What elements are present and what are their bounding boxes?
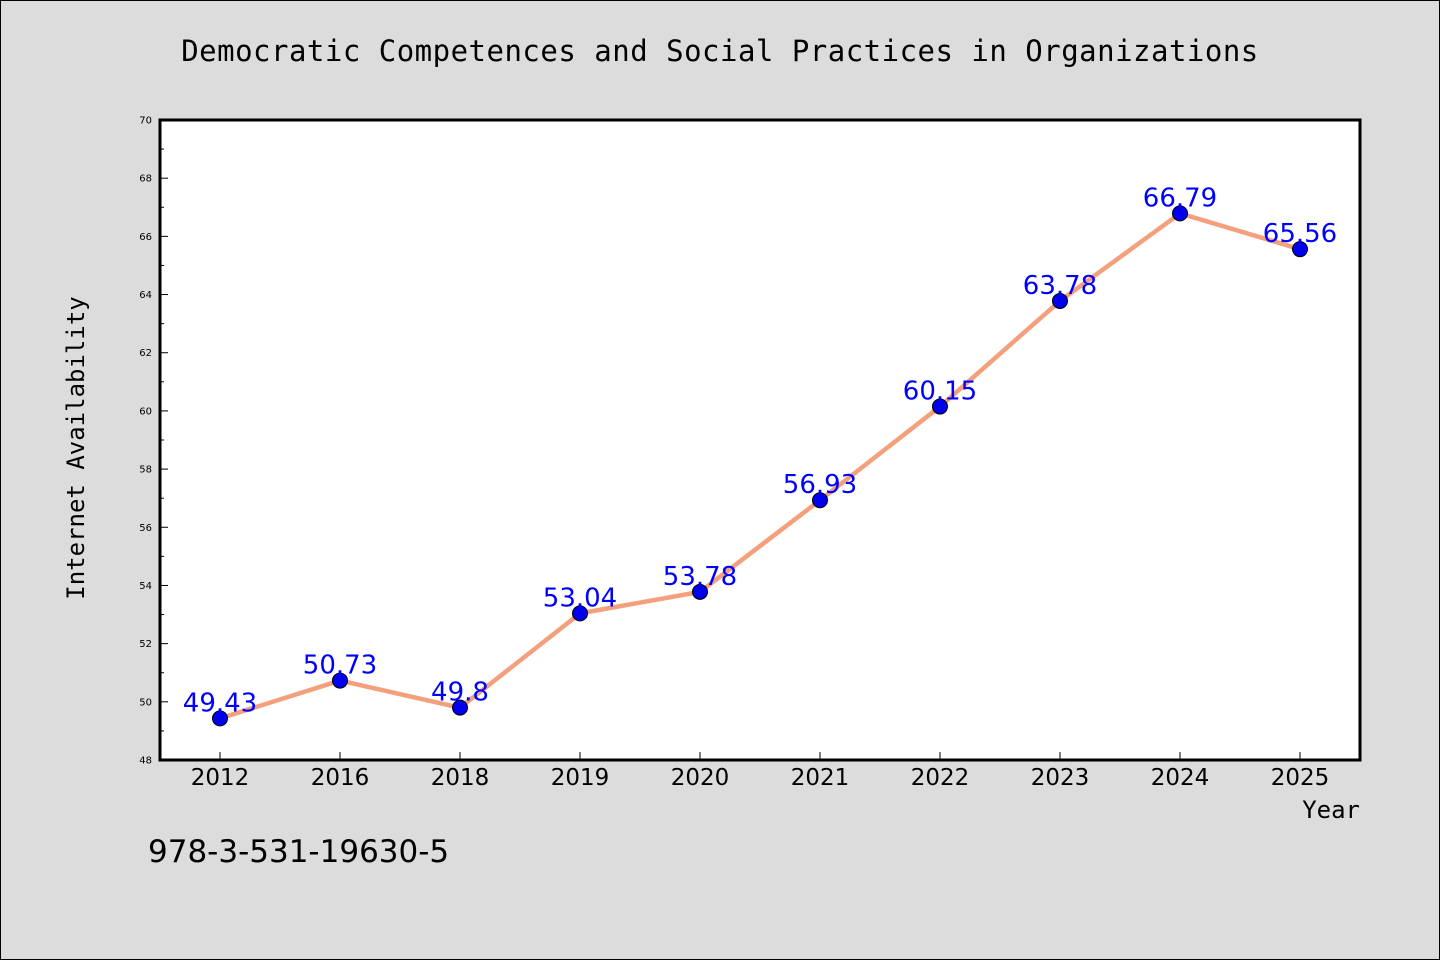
data-point <box>572 605 588 622</box>
x-tick-label: 2021 <box>791 765 850 791</box>
data-point <box>1172 205 1188 222</box>
y-tick-label: 58 <box>139 465 152 476</box>
data-label: 66.79 <box>1143 183 1217 213</box>
data-point <box>332 672 348 689</box>
x-tick-label: 2025 <box>1271 765 1330 791</box>
data-point <box>1292 241 1308 258</box>
data-label: 60.15 <box>903 377 977 407</box>
y-tick-label: 70 <box>139 116 152 127</box>
x-axis-label: Year <box>1302 796 1360 824</box>
data-point <box>932 398 948 415</box>
data-label: 50.73 <box>303 651 377 681</box>
y-tick-label: 68 <box>139 174 152 185</box>
data-label: 53.78 <box>663 562 737 592</box>
data-label: 63.78 <box>1023 271 1097 301</box>
isbn-text: 978-3-531-19630-5 <box>148 834 450 870</box>
plot-border <box>158 118 1362 762</box>
y-tick-label: 54 <box>139 581 152 592</box>
data-point <box>692 583 708 600</box>
y-tick-label: 60 <box>139 406 152 417</box>
y-tick-label: 66 <box>139 232 152 243</box>
data-point <box>212 710 228 727</box>
chart-title: Democratic Competences and Social Practi… <box>181 34 1259 68</box>
x-tick-label: 2023 <box>1031 765 1090 791</box>
x-tick-label: 2020 <box>671 765 730 791</box>
data-label: 53.04 <box>543 583 617 613</box>
x-tick-label: 2022 <box>911 765 970 791</box>
data-point <box>812 492 828 509</box>
x-tick-label: 2019 <box>551 765 610 791</box>
x-tick-label: 2018 <box>431 765 490 791</box>
x-tick-label: 2024 <box>1151 765 1210 791</box>
data-label: 49.43 <box>183 688 257 718</box>
data-label: 65.56 <box>1263 219 1337 249</box>
data-point <box>452 699 468 716</box>
y-tick-label: 62 <box>139 348 152 359</box>
data-point <box>1052 292 1068 309</box>
x-tick-label: 2016 <box>311 765 370 791</box>
series-line <box>217 211 1303 721</box>
x-tick-label: 2012 <box>191 765 250 791</box>
y-tick-label: 52 <box>139 639 152 650</box>
y-tick-label: 50 <box>139 697 152 708</box>
y-tick-label: 56 <box>139 523 152 534</box>
data-label: 56.93 <box>783 470 857 500</box>
y-tick-label: 64 <box>139 290 152 301</box>
data-label: 49.8 <box>431 678 489 708</box>
y-tick-label: 48 <box>139 756 152 767</box>
